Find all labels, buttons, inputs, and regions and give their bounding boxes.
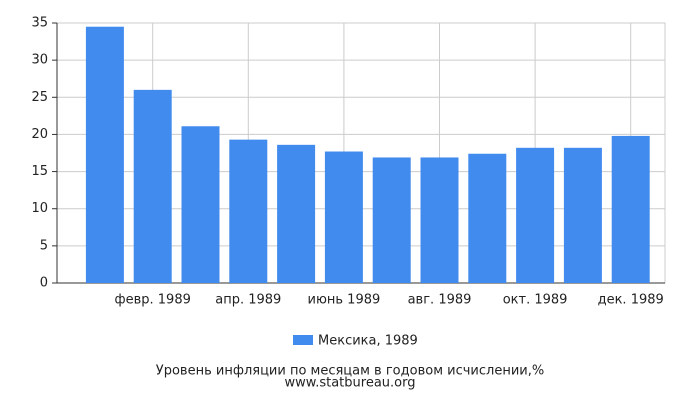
y-tick-label: 35 — [31, 16, 48, 31]
y-tick-label: 20 — [31, 127, 48, 142]
bar — [611, 135, 650, 283]
y-tick-label: 30 — [31, 53, 48, 68]
x-tick-label: апр. 1989 — [215, 293, 281, 308]
legend-swatch — [293, 335, 313, 345]
bar — [563, 147, 602, 283]
bar — [372, 157, 411, 283]
x-tick-label: окт. 1989 — [503, 293, 568, 308]
chart-title: Уровень инфляции по месяцам в годовом ис… — [156, 364, 544, 379]
x-tick-label: авг. 1989 — [408, 293, 472, 308]
bar — [420, 157, 459, 283]
bar — [324, 151, 363, 283]
bar — [181, 126, 220, 283]
bar — [277, 144, 316, 283]
x-tick-label: дек. 1989 — [598, 293, 664, 308]
bar — [229, 139, 268, 283]
y-tick-label: 10 — [31, 201, 48, 216]
y-tick-label: 5 — [40, 238, 48, 253]
legend-label: Мексика, 1989 — [318, 334, 418, 349]
y-tick-label: 25 — [31, 90, 48, 105]
y-tick-label: 15 — [31, 164, 48, 179]
bar — [85, 26, 124, 283]
bar — [516, 147, 555, 283]
x-tick-label: июнь 1989 — [308, 293, 381, 308]
source: www.statbureau.org — [285, 376, 416, 391]
bar — [133, 89, 172, 283]
y-tick-label: 0 — [40, 276, 48, 291]
x-tick-label: февр. 1989 — [115, 293, 191, 308]
bar — [468, 153, 507, 283]
